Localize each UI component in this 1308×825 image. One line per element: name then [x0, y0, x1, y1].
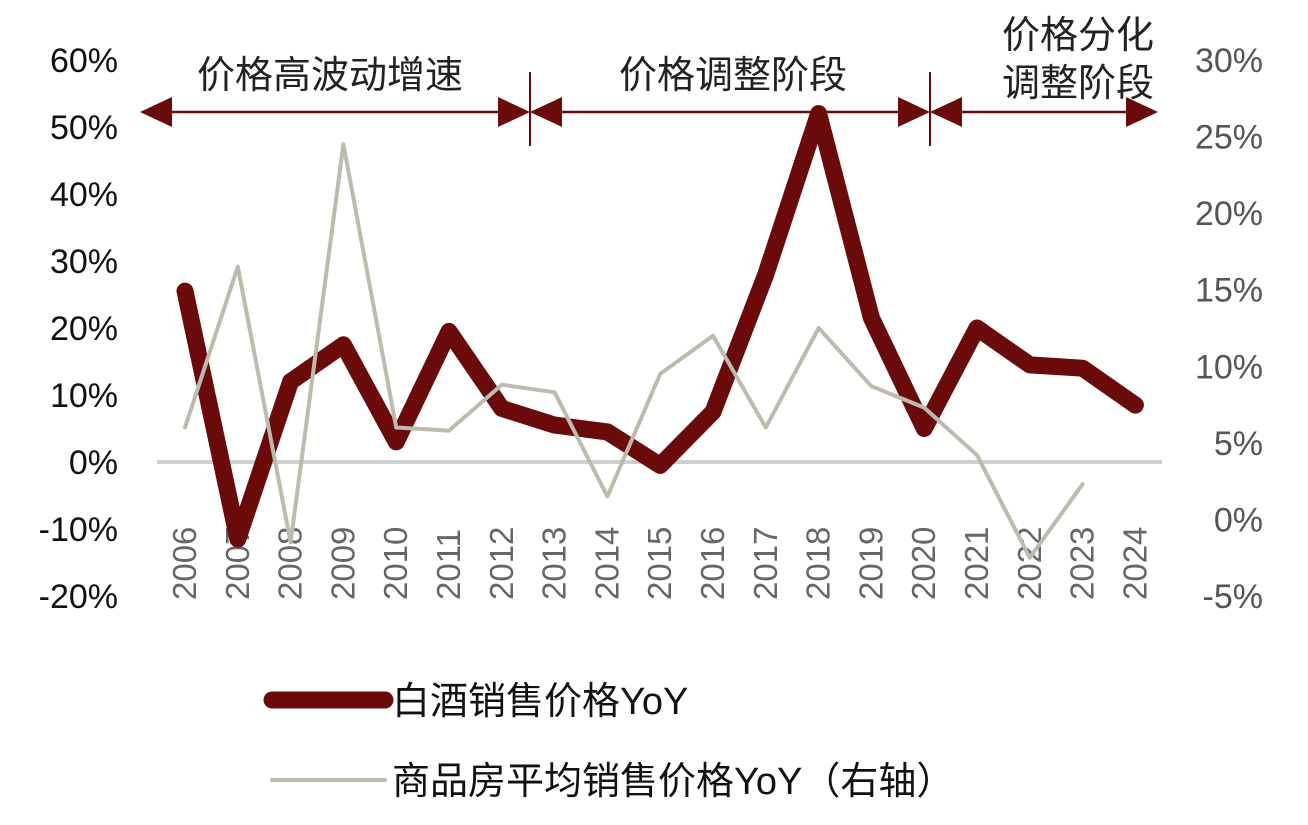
right-tick-label: 20% — [1195, 195, 1263, 233]
x-tick-label: 2023 — [1064, 527, 1101, 600]
x-tick-label: 2015 — [641, 527, 678, 600]
phase-arrow-head-right — [1126, 97, 1158, 127]
right-tick-label: 15% — [1195, 272, 1263, 310]
left-tick-label: 40% — [50, 176, 118, 214]
phase-arrow-head-left — [530, 97, 562, 127]
phase-arrow-head-left — [930, 97, 962, 127]
x-tick-label: 2016 — [694, 527, 731, 600]
x-tick-label: 2018 — [800, 527, 837, 600]
left-tick-label: 30% — [50, 243, 118, 281]
x-tick-label: 2006 — [166, 527, 203, 600]
legend: 白酒销售价格YoY 商品房平均销售价格YoY（右轴） — [263, 681, 954, 803]
right-axis-ticks: 30% 25% 20% 15% 10% 5% 0% -5% — [1195, 42, 1263, 616]
x-tick-label: 2013 — [536, 527, 573, 600]
legend-label: 白酒销售价格YoY — [392, 681, 688, 723]
left-tick-label: -20% — [39, 578, 118, 616]
phase-arrow-head-right — [898, 97, 930, 127]
x-tick-label: 2011 — [430, 529, 467, 600]
x-tick-label: 2014 — [588, 527, 625, 600]
x-tick-label: 2019 — [852, 527, 889, 600]
phase-label: 价格调整阶段 — [619, 55, 847, 97]
series-line-baijiu-price — [176, 105, 1144, 548]
x-axis-ticks: 2006 2007 2008 2009 2010 2011 2012 2013 2014 2015… — [166, 527, 1153, 600]
right-tick-label: 0% — [1214, 501, 1263, 539]
left-axis-ticks: 60% 50% 40% 30% 20% 10% 0% -10% -20% — [39, 42, 118, 616]
phase-label: 调整阶段 — [1002, 63, 1154, 105]
x-tick-label: 2009 — [324, 527, 361, 600]
left-tick-label: 50% — [50, 109, 118, 147]
series-lines — [176, 105, 1144, 560]
x-tick-label: 2021 — [958, 527, 995, 600]
right-tick-label: -5% — [1203, 578, 1263, 616]
x-tick-label: 2010 — [377, 527, 414, 600]
right-tick-label: 25% — [1195, 119, 1263, 157]
right-tick-label: 10% — [1195, 348, 1263, 386]
x-tick-label: 2012 — [483, 527, 520, 600]
left-tick-label: 60% — [50, 42, 118, 80]
phase-label: 价格分化 — [1002, 15, 1154, 57]
left-tick-label: 20% — [50, 310, 118, 348]
left-tick-label: 10% — [50, 377, 118, 415]
x-tick-label: 2024 — [1116, 527, 1153, 600]
phase-arrow-head-right — [498, 97, 530, 127]
phase-arrow-head-left — [140, 97, 172, 127]
x-tick-label: 2020 — [905, 527, 942, 600]
left-tick-label: -10% — [39, 511, 118, 549]
right-tick-label: 30% — [1195, 42, 1263, 80]
series-line-property-price — [183, 142, 1085, 560]
right-tick-label: 5% — [1214, 425, 1263, 463]
x-tick-label: 2017 — [747, 527, 784, 600]
phase-label: 价格高波动增速 — [197, 55, 463, 97]
legend-label: 商品房平均销售价格YoY（右轴） — [392, 761, 954, 803]
left-tick-label: 0% — [69, 444, 118, 482]
